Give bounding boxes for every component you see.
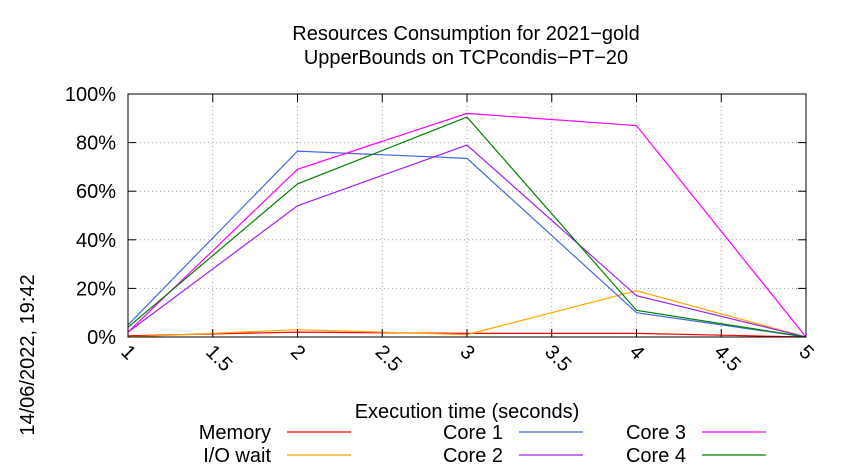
x-axis-label: Execution time (seconds)	[355, 401, 580, 423]
legend-label-i-o-wait: I/O wait	[203, 445, 271, 467]
chart-title-line-2: UpperBounds on TCPcondis−PT−20	[304, 47, 628, 69]
x-tick-label: 1	[116, 341, 139, 364]
x-tick-label: 3.5	[540, 341, 575, 376]
legend-label-core-3: Core 3	[626, 422, 686, 444]
x-tick-label: 4.5	[710, 341, 745, 376]
x-tick-labels: 1 1.5 2 2.5 3 3.5 4 4.5 5	[116, 341, 817, 376]
x-tick-label: 4	[625, 341, 648, 364]
axis-ticks	[127, 93, 807, 338]
legend-label-memory: Memory	[199, 422, 271, 444]
y-tick-label: 80%	[76, 133, 116, 155]
y-tick-labels: 0% 20% 40% 60% 80% 100%	[65, 84, 116, 349]
y-tick-label: 20%	[76, 278, 116, 300]
x-tick-label: 2	[286, 341, 309, 364]
series-line-core-3	[127, 112, 807, 338]
legend-label-core-4: Core 4	[626, 445, 686, 467]
x-tick-label: 2.5	[371, 341, 406, 376]
chart-title-line-1: Resources Consumption for 2021−gold	[292, 23, 639, 45]
series-line-core-1	[127, 150, 807, 338]
grid-lines	[128, 94, 806, 337]
chart-title: Resources Consumption for 2021−gold Uppe…	[292, 23, 639, 69]
series-line-core-2	[127, 144, 807, 338]
x-tick-label: 5	[794, 341, 817, 364]
x-tick-label: 3	[455, 341, 478, 364]
y-tick-label: 40%	[76, 230, 116, 252]
y-tick-label: 0%	[87, 327, 116, 349]
y-tick-label: 100%	[65, 84, 116, 106]
legend-label-core-1: Core 1	[443, 422, 503, 444]
x-tick-label: 1.5	[201, 341, 236, 376]
y-tick-label: 60%	[76, 181, 116, 203]
series-line-core-4	[127, 116, 807, 338]
timestamp-label: 14/06/2022, 19:42	[17, 274, 39, 435]
legend-label-core-2: Core 2	[443, 445, 503, 467]
